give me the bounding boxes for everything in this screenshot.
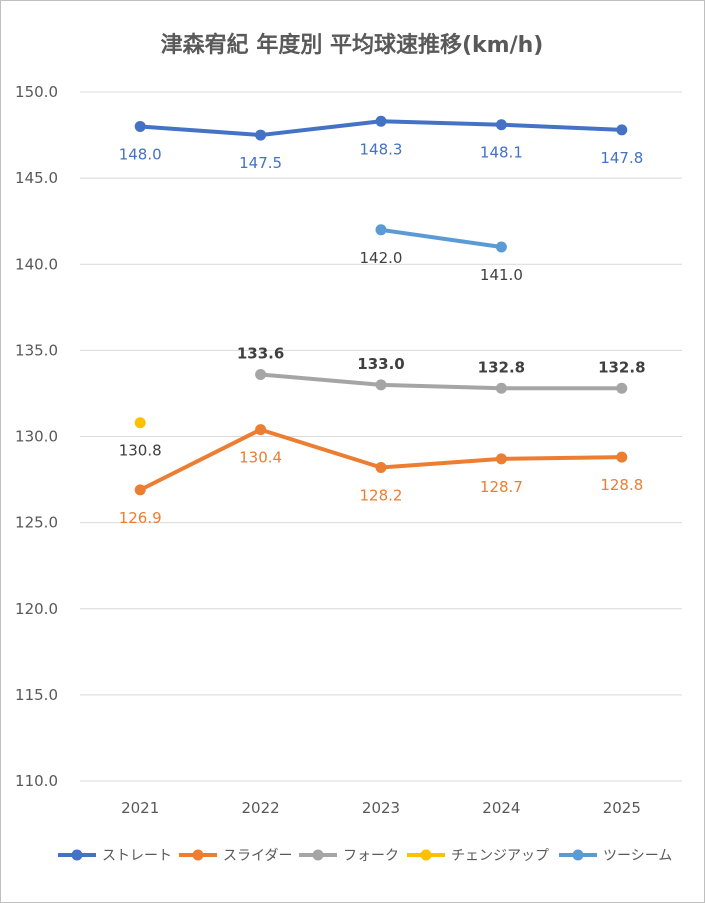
- data-label: 148.0: [119, 145, 162, 163]
- data-point: [495, 241, 507, 253]
- data-label: 130.8: [119, 442, 162, 460]
- data-point: [616, 124, 628, 136]
- legend-label: チェンジアップ: [451, 848, 549, 864]
- data-point: [495, 453, 507, 465]
- series-3: 133.6 133.0 132.8 132.8: [237, 344, 646, 394]
- legend-label: ツーシーム: [603, 848, 672, 864]
- legend-marker: [71, 849, 83, 861]
- y-tick-label: 130.0: [15, 428, 58, 446]
- data-point: [616, 382, 628, 394]
- series-line: [258, 372, 624, 391]
- y-tick-label: 150.0: [15, 83, 58, 101]
- data-point: [134, 417, 146, 429]
- legend-marker: [572, 849, 584, 861]
- data-point: [495, 119, 507, 131]
- y-tick-label: 125.0: [15, 514, 58, 532]
- y-tick-label: 115.0: [15, 686, 58, 704]
- data-label: 132.8: [478, 358, 525, 376]
- x-tick-label: 2021: [121, 799, 159, 817]
- data-label: 148.3: [360, 140, 403, 158]
- data-point: [134, 484, 146, 496]
- legend-item: フォーク: [299, 848, 399, 864]
- data-point: [255, 424, 267, 436]
- legend-item: スライダー: [179, 848, 292, 864]
- data-point: [375, 462, 387, 474]
- legend-item: チェンジアップ: [407, 848, 549, 864]
- y-axis: 110.0 115.0 120.0 125.0 130.0 135.0 140.0 145.0…: [15, 83, 58, 790]
- y-tick-label: 140.0: [15, 255, 58, 273]
- x-axis: 2021 2022 2023 2024 2025: [121, 799, 641, 817]
- legend-marker: [420, 849, 432, 861]
- data-label: 141.0: [480, 266, 523, 284]
- y-tick-label: 135.0: [15, 341, 58, 359]
- data-point: [375, 115, 387, 127]
- data-point: [495, 382, 507, 394]
- data-point: [616, 451, 628, 463]
- legend-marker: [312, 849, 324, 861]
- data-label: 128.7: [480, 478, 523, 496]
- series-2: 126.9 130.4 128.2 128.7 128.8: [119, 424, 643, 527]
- legend-marker: [192, 849, 204, 861]
- data-label: 132.8: [598, 358, 645, 376]
- series-5: 142.0 141.0: [360, 224, 523, 284]
- legend-label: フォーク: [343, 848, 399, 864]
- x-tick-label: 2023: [362, 799, 400, 817]
- data-point: [134, 120, 146, 132]
- plot-area: 148.0 147.5 148.3 148.1 147.8 126.9 130.4 128.2…: [119, 115, 646, 527]
- x-tick-label: 2024: [482, 799, 520, 817]
- data-label: 130.4: [239, 449, 282, 467]
- x-tick-label: 2025: [603, 799, 641, 817]
- chart-title: 津森宥紀 年度別 平均球速推移(km/h): [161, 32, 544, 58]
- legend: ストレート スライダー フォーク チェンジアップ ツーシーム: [58, 848, 672, 864]
- data-label: 142.0: [360, 249, 403, 267]
- y-tick-label: 145.0: [15, 169, 58, 187]
- series-line: [138, 427, 624, 492]
- data-label: 148.1: [480, 144, 523, 162]
- data-point: [375, 224, 387, 236]
- series-line: [379, 227, 504, 250]
- data-label: 133.6: [237, 344, 284, 362]
- data-point: [255, 368, 267, 380]
- data-label: 128.8: [600, 476, 643, 494]
- data-label: 147.8: [600, 149, 643, 167]
- data-point: [255, 129, 267, 141]
- legend-label: スライダー: [223, 848, 292, 864]
- legend-item: ストレート: [58, 848, 172, 864]
- data-label: 133.0: [357, 355, 404, 373]
- data-label: 147.5: [239, 154, 282, 172]
- series-1: 148.0 147.5 148.3 148.1 147.8: [119, 115, 643, 172]
- gridlines: [80, 91, 682, 782]
- y-tick-label: 110.0: [15, 772, 58, 790]
- legend-label: ストレート: [102, 848, 172, 864]
- series-4: 130.8: [119, 417, 162, 460]
- data-point: [375, 379, 387, 391]
- data-label: 126.9: [119, 509, 162, 527]
- legend-item: ツーシーム: [559, 848, 672, 864]
- data-label: 128.2: [360, 487, 403, 505]
- y-tick-label: 120.0: [15, 600, 58, 618]
- x-tick-label: 2022: [242, 799, 280, 817]
